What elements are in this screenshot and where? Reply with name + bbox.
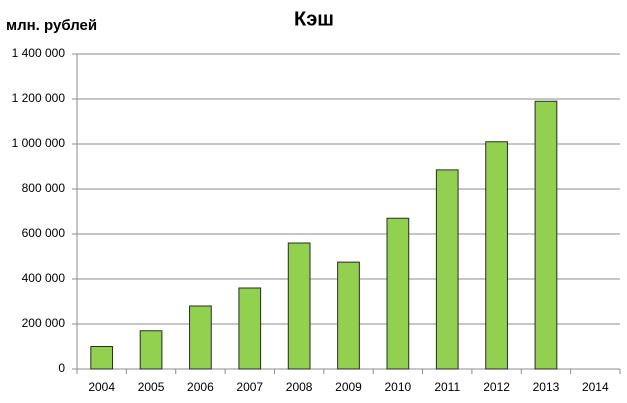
bar bbox=[287, 242, 311, 370]
y-tick-label: 400 000 bbox=[22, 271, 66, 285]
chart-title: Кэш bbox=[294, 8, 334, 30]
bar bbox=[238, 287, 262, 370]
y-tick-label: 0 bbox=[58, 361, 65, 375]
x-tick-label: 2014 bbox=[582, 380, 609, 394]
y-tick-label: 1 400 000 bbox=[12, 46, 66, 60]
bar bbox=[485, 141, 508, 370]
y-tick-label: 800 000 bbox=[22, 181, 66, 195]
bar bbox=[189, 305, 212, 370]
x-tick-label: 2004 bbox=[88, 380, 115, 394]
x-tick-label: 2006 bbox=[187, 380, 214, 394]
x-tick-label: 2009 bbox=[335, 380, 362, 394]
y-tick-label: 1 200 000 bbox=[12, 91, 66, 105]
bar bbox=[90, 346, 114, 370]
y-tick-label: 200 000 bbox=[22, 316, 66, 330]
y-axis-label: млн. рублей bbox=[6, 17, 97, 34]
x-tick-label: 2005 bbox=[138, 380, 165, 394]
y-tick-label: 1 000 000 bbox=[12, 136, 66, 150]
x-tick-label: 2008 bbox=[286, 380, 313, 394]
bar bbox=[386, 217, 410, 370]
bar bbox=[139, 330, 163, 370]
x-tick-label: 2010 bbox=[385, 380, 412, 394]
x-tick-label: 2011 bbox=[434, 380, 460, 394]
x-tick-label: 2007 bbox=[236, 380, 263, 394]
x-tick-label: 2013 bbox=[533, 380, 560, 394]
y-tick-label: 600 000 bbox=[22, 226, 66, 240]
bar bbox=[435, 169, 459, 370]
bar bbox=[337, 261, 360, 370]
x-tick-label: 2012 bbox=[483, 380, 510, 394]
bar bbox=[534, 100, 558, 370]
